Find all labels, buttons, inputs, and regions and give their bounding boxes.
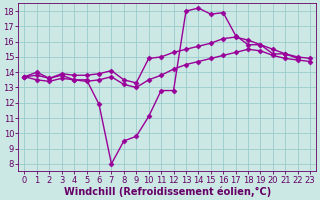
X-axis label: Windchill (Refroidissement éolien,°C): Windchill (Refroidissement éolien,°C) <box>64 186 271 197</box>
